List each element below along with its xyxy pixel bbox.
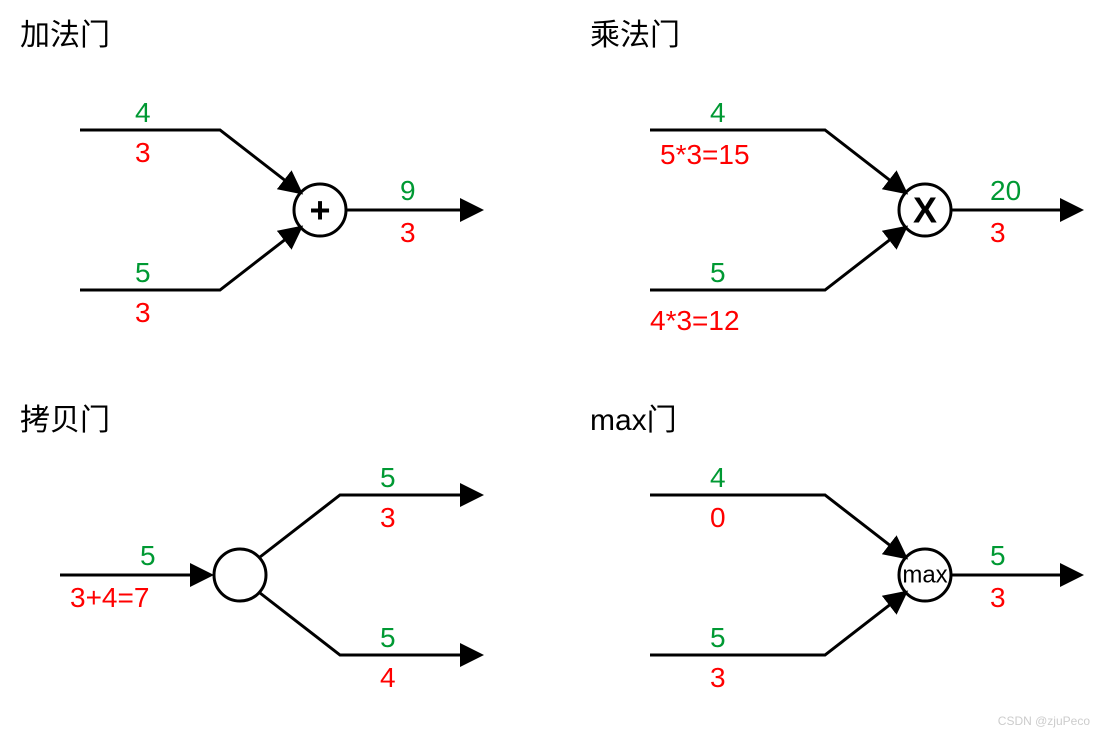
max-icon: max <box>902 562 947 589</box>
copy-in-backward: 3+4=7 <box>70 582 149 613</box>
times-icon: X <box>913 190 937 231</box>
mul-in2-backward: 4*3=12 <box>650 305 740 336</box>
copy-gate: 拷贝门 5 3+4=7 5 3 5 4 <box>20 404 480 693</box>
add-out-forward: 9 <box>400 175 416 206</box>
add-in2-forward: 5 <box>135 257 151 288</box>
add-in1-forward: 4 <box>135 97 151 128</box>
mul-out-forward: 20 <box>990 175 1021 206</box>
mul-out-backward: 3 <box>990 217 1006 248</box>
copy-out2-backward: 4 <box>380 662 396 693</box>
max-in1-forward: 4 <box>710 462 726 493</box>
max-in2-edge <box>650 593 905 655</box>
copy-gate-node <box>214 549 266 601</box>
copy-out1-backward: 3 <box>380 502 396 533</box>
max-in1-backward: 0 <box>710 502 726 533</box>
plus-icon: + <box>309 190 330 231</box>
copy-out1-forward: 5 <box>380 462 396 493</box>
max-in1-edge <box>650 495 905 557</box>
copy-out2-edge <box>260 593 480 655</box>
max-out-backward: 3 <box>990 582 1006 613</box>
mul-in2-edge <box>650 228 905 290</box>
copy-out1-edge <box>260 495 480 557</box>
add-out-backward: 3 <box>400 217 416 248</box>
add-gate: 加法门 + 4 3 5 3 9 3 <box>20 19 480 328</box>
max-gate: max门 max 4 0 5 3 5 3 <box>590 404 1080 693</box>
mul-in1-backward: 5*3=15 <box>660 139 750 170</box>
mul-in2-forward: 5 <box>710 257 726 288</box>
max-in2-forward: 5 <box>710 622 726 653</box>
add-in1-edge <box>80 130 300 192</box>
add-gate-title: 加法门 <box>20 19 110 52</box>
max-in2-backward: 3 <box>710 662 726 693</box>
max-out-forward: 5 <box>990 540 1006 571</box>
max-gate-title: max门 <box>590 404 677 437</box>
gates-diagram: 加法门 + 4 3 5 3 9 3 乘法门 X 4 5*3=15 5 4*3=1… <box>0 0 1101 732</box>
mul-gate-title: 乘法门 <box>590 19 680 52</box>
copy-in-forward: 5 <box>140 540 156 571</box>
mul-in1-forward: 4 <box>710 97 726 128</box>
copy-out2-forward: 5 <box>380 622 396 653</box>
mul-gate: 乘法门 X 4 5*3=15 5 4*3=12 20 3 <box>590 19 1080 336</box>
add-in1-backward: 3 <box>135 137 151 168</box>
copy-gate-title: 拷贝门 <box>20 404 110 437</box>
add-in2-backward: 3 <box>135 297 151 328</box>
watermark: CSDN @zjuPeco <box>998 714 1091 728</box>
add-in2-edge <box>80 228 300 290</box>
